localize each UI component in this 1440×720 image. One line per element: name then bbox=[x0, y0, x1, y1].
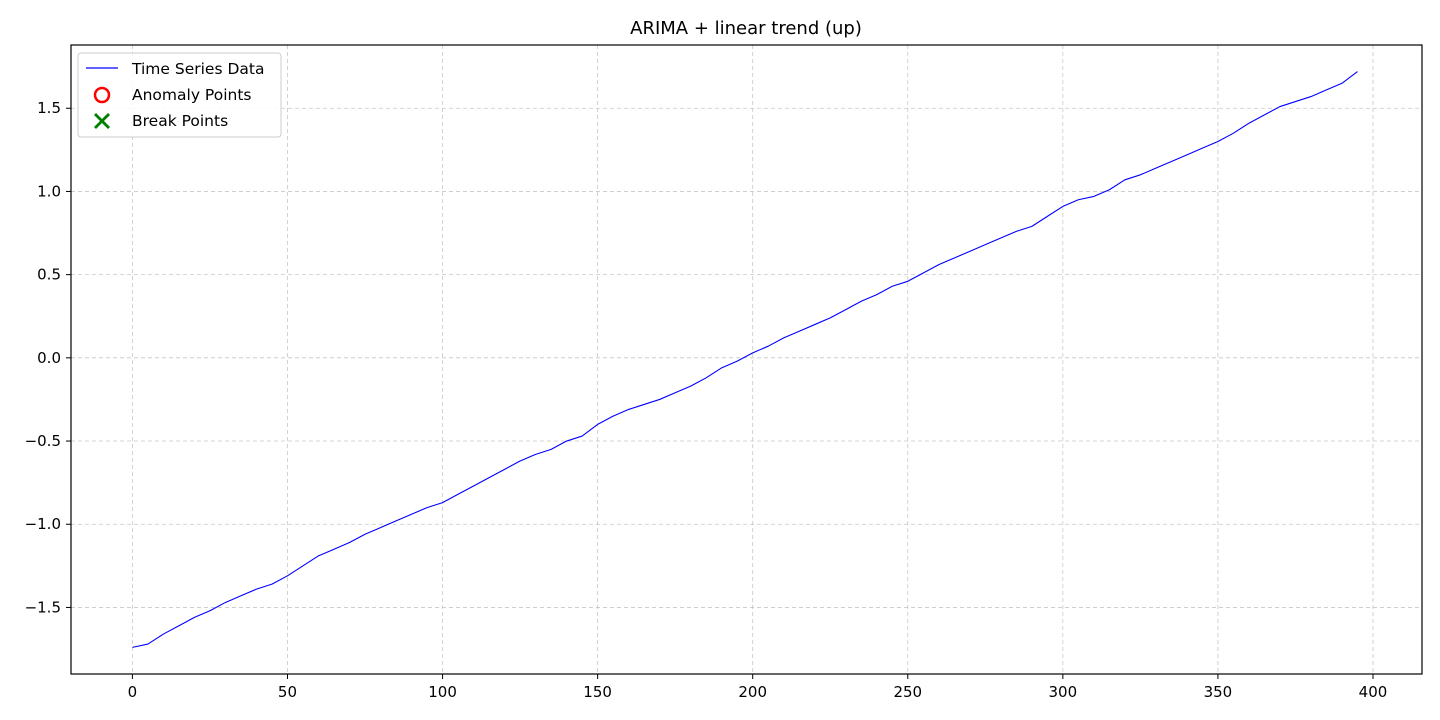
series-line-time-series-data bbox=[132, 71, 1358, 648]
x-tick-label: 100 bbox=[428, 683, 457, 701]
x-axis: 0 50 100 150 200 250 300 350 400 bbox=[128, 674, 1388, 701]
y-tick-label: 0.5 bbox=[37, 266, 61, 284]
legend-box bbox=[77, 52, 282, 138]
x-tick-label: 250 bbox=[893, 683, 922, 701]
y-tick-label: 0.0 bbox=[37, 349, 61, 367]
x-tick-label: 300 bbox=[1049, 683, 1078, 701]
x-tick-label: 150 bbox=[583, 683, 612, 701]
y-axis: −1.5 −1.0 −0.5 0.0 0.5 1.0 1.5 bbox=[25, 99, 71, 616]
y-tick-label: 1.0 bbox=[37, 182, 61, 200]
grid bbox=[71, 45, 1422, 674]
y-tick-label: −1.5 bbox=[25, 598, 61, 616]
y-tick-label: −0.5 bbox=[25, 432, 61, 450]
chart-title: ARIMA + linear trend (up) bbox=[630, 18, 862, 39]
legend-label-break: Break Points bbox=[132, 112, 228, 130]
plot-area-frame bbox=[70, 44, 1423, 675]
x-tick-label: 0 bbox=[128, 683, 138, 701]
legend: Time Series Data Anomaly Points Break Po… bbox=[77, 52, 282, 138]
legend-label-time-series: Time Series Data bbox=[131, 60, 264, 78]
legend-label-anomaly: Anomaly Points bbox=[132, 86, 251, 104]
x-tick-label: 50 bbox=[278, 683, 297, 701]
x-tick-label: 350 bbox=[1204, 683, 1233, 701]
x-tick-label: 400 bbox=[1359, 683, 1388, 701]
x-tick-label: 200 bbox=[738, 683, 767, 701]
series-layer bbox=[132, 71, 1358, 648]
legend-circle-swatch bbox=[93, 86, 111, 104]
legend-x-swatch bbox=[94, 113, 110, 129]
y-tick-label: 1.5 bbox=[37, 99, 61, 117]
y-tick-label: −1.0 bbox=[25, 515, 61, 533]
